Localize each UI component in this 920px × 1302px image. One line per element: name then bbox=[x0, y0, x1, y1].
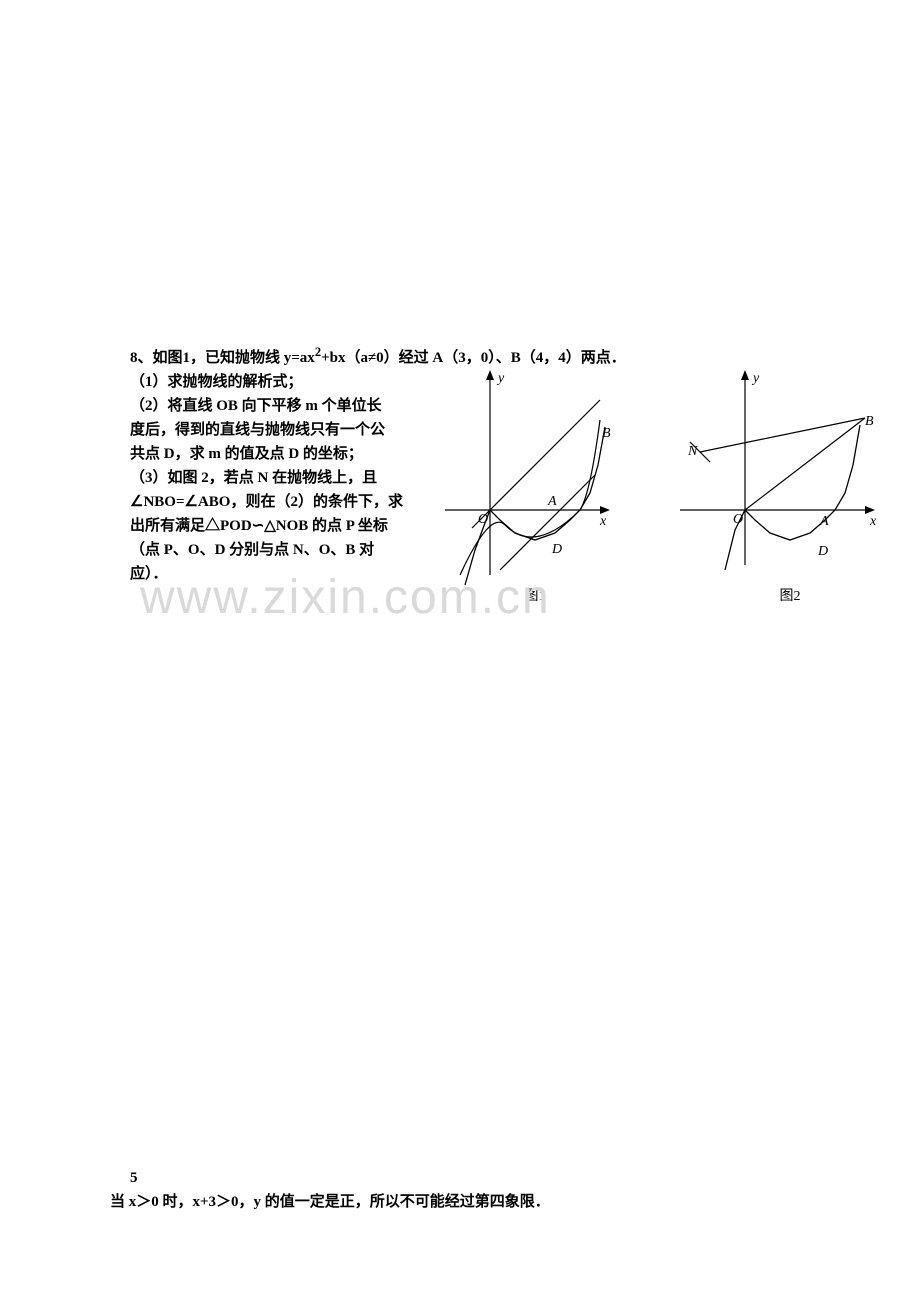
fig1-line-d bbox=[500, 475, 595, 570]
fig1-parabola bbox=[465, 427, 605, 585]
part2c: 共点 D，求 m 的值及点 D 的坐标； bbox=[130, 442, 430, 466]
fig1-B-label: B bbox=[602, 426, 611, 441]
fig2-y-label: y bbox=[751, 371, 760, 386]
part3d: （点 P、O、D 分别与点 N、O、B 对 bbox=[130, 538, 430, 562]
fig2-N-label: N bbox=[687, 444, 698, 459]
footer-text: 当 x＞0 时，x+3＞0，y 的值一定是正，所以不可能经过第四象限． bbox=[110, 1190, 550, 1211]
heading-prefix: 8、如图1，已知抛物线 y=ax bbox=[130, 350, 315, 366]
fig2-D-label: D bbox=[817, 544, 828, 559]
heading-suffix: +bx（a≠0）经过 A（3，0）、B（4，4）两点． bbox=[321, 350, 626, 366]
part2b: 度后，得到的直线与抛物线只有一个公 bbox=[130, 418, 430, 442]
fig2-B-label: B bbox=[865, 414, 874, 429]
problem-heading: 8、如图1，已知抛物线 y=ax2+bx（a≠0）经过 A（3，0）、B（4，4… bbox=[130, 340, 870, 370]
fig1-A-label: A bbox=[547, 494, 557, 509]
fig1-D-label: D bbox=[551, 542, 562, 557]
part3b: ∠NBO=∠ABO，则在（2）的条件下，求 bbox=[130, 490, 430, 514]
fig2-x-label: x bbox=[869, 514, 877, 529]
fig2-line-nb bbox=[700, 418, 865, 452]
left-column: （2）将直线 OB 向下平移 m 个单位长 度后，得到的直线与抛物线只有一个公 … bbox=[130, 394, 430, 586]
part2a: （2）将直线 OB 向下平移 m 个单位长 bbox=[130, 394, 430, 418]
figure-2: y x O N A B D 图2 bbox=[680, 370, 877, 604]
part3c: 出所有满足△POD∽△NOB 的点 P 坐标 bbox=[130, 514, 430, 538]
fig2-A-label: A bbox=[819, 514, 829, 529]
fig1-x-label: x bbox=[599, 514, 607, 529]
page-number: 5 bbox=[130, 1170, 138, 1187]
figure-1: y x O A B D 图1 bbox=[445, 370, 611, 604]
watermark: www.zixin.com.cn bbox=[140, 570, 551, 625]
fig2-line-ob bbox=[745, 418, 865, 510]
fig1-y-label: y bbox=[496, 371, 505, 386]
fig2-caption: 图2 bbox=[780, 589, 801, 604]
part3a: （3）如图 2，若点 N 在抛物线上，且 bbox=[130, 466, 430, 490]
